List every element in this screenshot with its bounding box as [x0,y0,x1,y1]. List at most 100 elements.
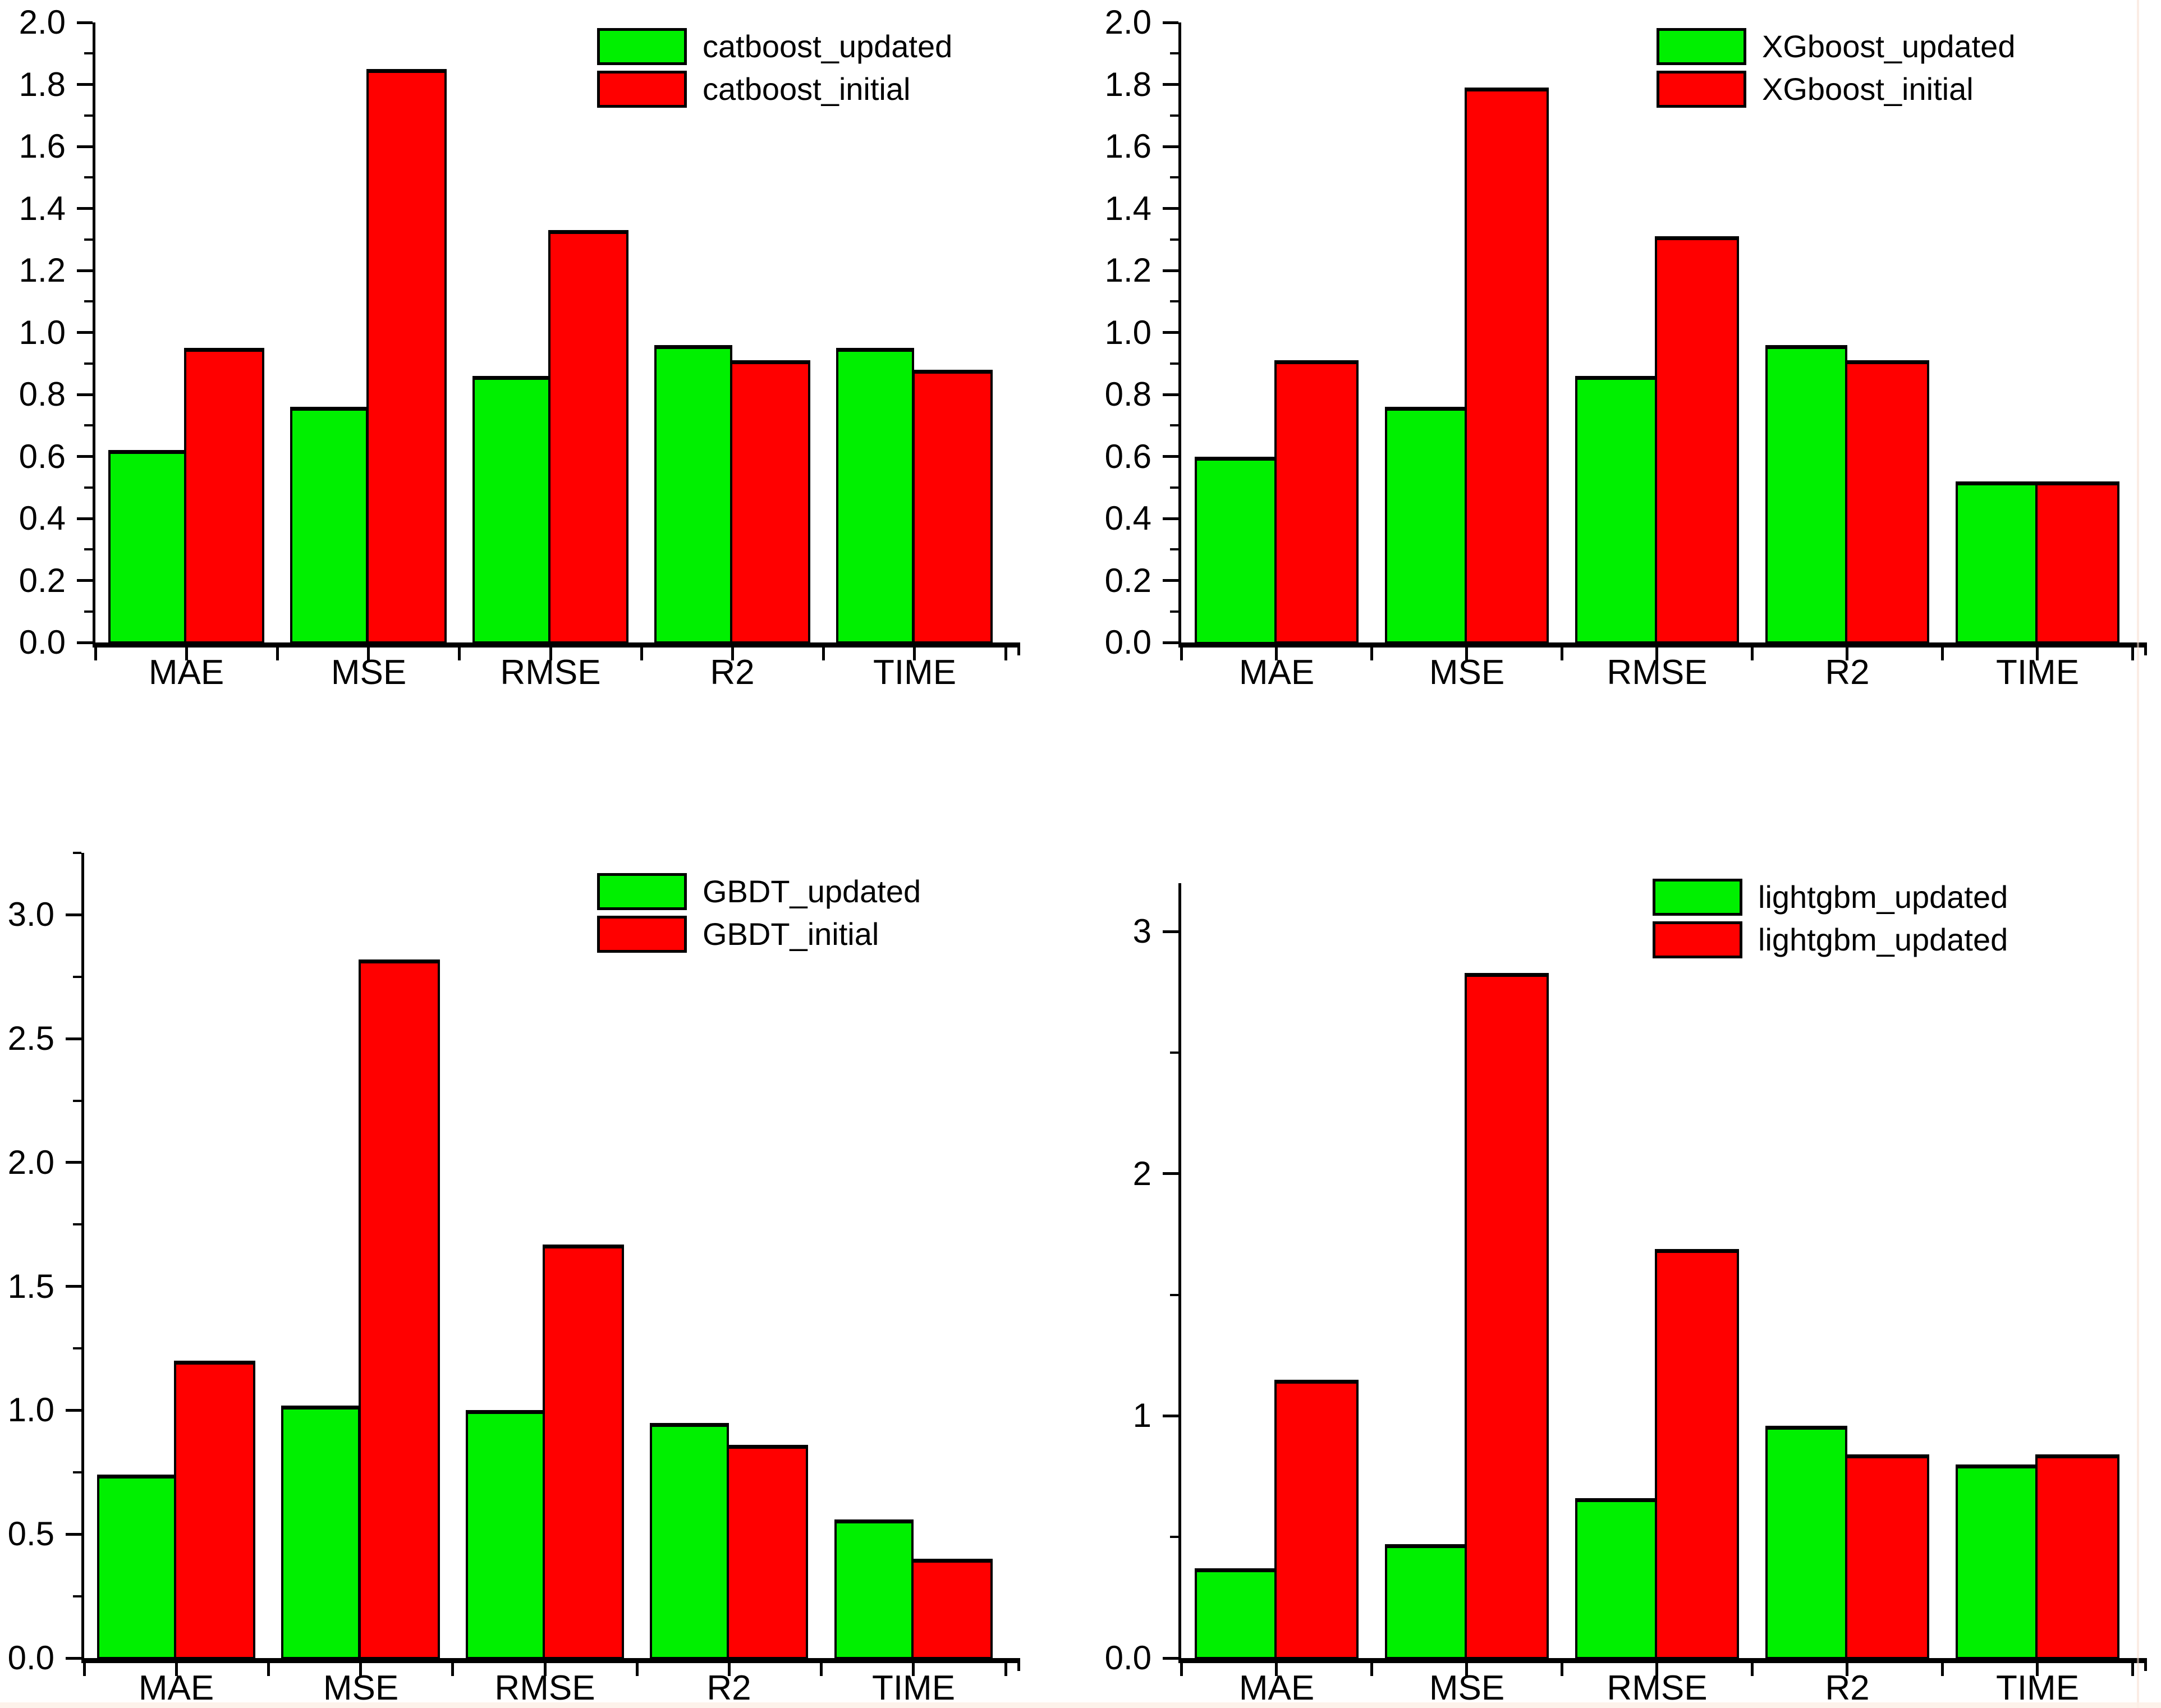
bar-mae-updated [1195,1568,1277,1659]
y-major-tick [66,1657,81,1660]
bar-mse-initial [366,69,447,644]
y-tick-label: 2 [1132,1155,1151,1192]
x-boundary-tick [1004,1663,1007,1676]
y-minor-tick [73,1223,81,1225]
x-center-tick [1846,1663,1848,1676]
y-axis-spine [81,853,84,1658]
bar-mae-initial [184,348,264,644]
bar-mse-updated [1385,407,1467,644]
y-tick-label: 1.0 [7,1391,54,1429]
bar-rmse-updated [1575,1498,1657,1659]
x-center-tick [1465,1663,1468,1676]
legend-swatch-initial [1657,71,1746,108]
x-center-tick [2036,648,2039,660]
y-minor-tick [84,424,93,426]
x-center-tick [549,648,552,660]
x-category-label: MAE [148,653,224,692]
bar-rmse-initial [543,1245,624,1659]
y-minor-tick [1170,1536,1178,1538]
y-major-tick [1163,455,1178,458]
x-category-label: R2 [706,1669,751,1707]
x-category-label: MSE [323,1669,399,1707]
y-minor-tick [73,1595,81,1597]
legend-label: XGboost_initial [1762,71,1974,107]
legend-label: lightgbm_updated [1758,879,2008,915]
y-tick-label: 0.6 [1104,438,1151,475]
y-minor-tick [1170,114,1178,117]
legend-label: XGboost_updated [1762,29,2016,64]
x-category-label: TIME [1995,653,2080,692]
x-boundary-tick [1370,648,1373,660]
bar-mse-initial [1465,88,1549,644]
y-tick-label: 1.8 [19,66,66,103]
x-boundary-tick [451,1663,454,1676]
y-minor-tick [73,852,81,854]
x-center-tick [359,1663,362,1676]
bar-r2-initial [727,1445,808,1659]
y-minor-tick [1170,1052,1178,1054]
x-boundary-tick [1561,648,1563,660]
y-minor-tick [84,176,93,178]
y-tick-label: 2.5 [7,1020,54,1057]
x-category-label: MAE [138,1669,214,1707]
bar-mae-initial [1274,1380,1359,1659]
x-boundary-tick [822,648,825,660]
x-center-tick [1275,648,1278,660]
y-minor-tick [1170,176,1178,178]
y-minor-tick [73,1347,81,1349]
y-major-tick [77,517,93,520]
legend-swatch-updated [597,873,687,910]
y-tick-label: 0.0 [1104,1639,1151,1677]
x-center-tick [367,648,370,660]
y-major-tick [77,269,93,272]
y-tick-label: 0.0 [19,623,66,661]
legend-swatch-updated [1653,879,1742,916]
x-center-tick [1846,648,1848,660]
x-boundary-tick [1941,648,1944,660]
bar-mae-updated [1195,457,1277,644]
legend-item: catboost_initial [597,71,952,108]
y-minor-tick [1170,1294,1178,1296]
x-axis-end-tick [2144,648,2147,655]
y-minor-tick [84,238,93,241]
y-major-tick [1163,207,1178,210]
y-tick-label: 0.2 [1104,562,1151,599]
y-minor-tick [84,52,93,54]
y-major-tick [77,455,93,458]
legend-item: XGboost_initial [1657,71,2015,108]
x-category-label: RMSE [1607,653,1708,692]
x-center-tick [544,1663,547,1676]
y-tick-label: 1.0 [19,314,66,351]
y-tick-label: 0.0 [7,1639,54,1677]
bar-mae-updated [97,1475,176,1659]
legend-xgboost: XGboost_updated XGboost_initial [1657,28,2015,108]
x-category-label: R2 [710,653,755,692]
y-major-tick [1163,331,1178,334]
y-major-tick [77,145,93,148]
bar-r2-updated [1765,1426,1847,1659]
x-category-label: TIME [871,1669,956,1707]
x-boundary-tick [267,1663,270,1676]
legend-lightgbm: lightgbm_updated lightgbm_updated [1653,879,2008,958]
x-axis-end-tick [2144,1663,2147,1671]
x-boundary-tick [820,1663,823,1676]
y-minor-tick [1170,610,1178,613]
x-boundary-tick [1751,1663,1754,1676]
y-minor-tick [84,114,93,117]
legend-label: GBDT_updated [703,874,921,909]
x-boundary-tick [458,648,461,660]
x-category-label: MSE [331,653,407,692]
x-boundary-tick [1370,1663,1373,1676]
y-major-tick [77,207,93,210]
x-category-label: MSE [1429,1669,1505,1707]
y-major-tick [1163,1172,1178,1175]
y-minor-tick [1170,362,1178,365]
y-major-tick [1163,21,1178,24]
x-center-tick [185,648,188,660]
legend-item: lightgbm_updated [1653,921,2008,958]
legend-swatch-initial [597,71,687,108]
y-axis-spine [1178,22,1181,642]
y-major-tick [66,913,81,916]
y-major-tick [1163,145,1178,148]
